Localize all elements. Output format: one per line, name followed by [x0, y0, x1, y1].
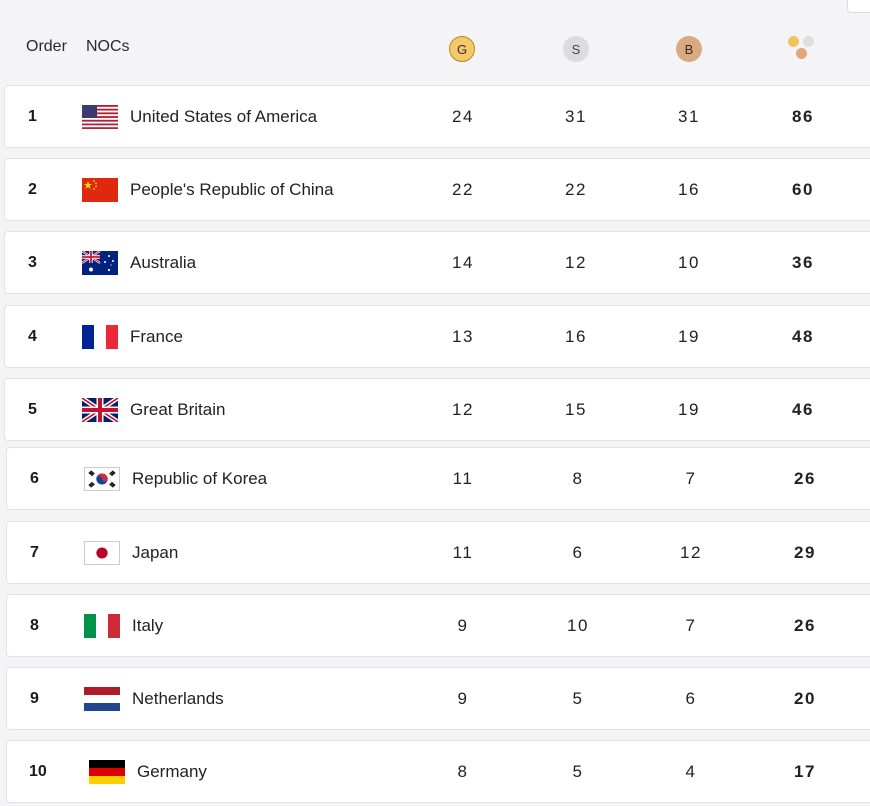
- gold-count: 9: [457, 615, 469, 635]
- table-row[interactable]: 9 Netherlands 9 5 6 20: [6, 667, 870, 730]
- gold-count: 12: [452, 399, 474, 419]
- gold-count: 22: [452, 179, 474, 199]
- silver-count: 31: [565, 106, 587, 126]
- country-name[interactable]: France: [130, 326, 183, 346]
- total-count: 60: [792, 179, 814, 199]
- bronze-count: 19: [678, 326, 700, 346]
- row-order: 10: [29, 762, 47, 780]
- row-order: 2: [28, 180, 37, 198]
- row-order: 9: [30, 689, 39, 707]
- australia-flag-icon: [82, 250, 118, 275]
- japan-flag-icon: [84, 540, 120, 565]
- total-count: 29: [794, 542, 816, 562]
- silver-count: 8: [572, 468, 584, 488]
- order-column-header[interactable]: Order: [26, 38, 67, 55]
- gold-medal-icon[interactable]: G: [449, 36, 475, 62]
- country-name[interactable]: Netherlands: [132, 688, 224, 708]
- bronze-count: 7: [685, 615, 697, 635]
- korea-flag-icon: [84, 466, 120, 491]
- country-name[interactable]: United States of America: [130, 106, 318, 126]
- nocs-column-header[interactable]: NOCs: [86, 38, 130, 55]
- country-name[interactable]: Australia: [130, 252, 197, 272]
- table-row[interactable]: 6 Republic of Korea 11 8 7 26: [6, 447, 870, 510]
- silver-count: 5: [572, 761, 584, 781]
- row-order: 3: [28, 253, 37, 271]
- bronze-count: 10: [678, 252, 700, 272]
- top-right-tab: [847, 0, 870, 13]
- silver-count: 15: [565, 399, 587, 419]
- country-name[interactable]: Italy: [132, 615, 164, 635]
- gold-count: 11: [452, 542, 474, 562]
- table-row[interactable]: 7 Japan 11 6 12 29: [6, 521, 870, 584]
- table-row[interactable]: 1 United States of America 24 31 31 86: [4, 85, 870, 148]
- gold-count: 14: [452, 252, 474, 272]
- china-flag-icon: [82, 177, 118, 202]
- silver-count: 12: [565, 252, 587, 272]
- bronze-count: 12: [680, 542, 702, 562]
- total-count: 36: [792, 252, 814, 272]
- silver-count: 16: [565, 326, 587, 346]
- great-britain-flag-icon: [82, 397, 118, 422]
- gold-count: 8: [457, 761, 469, 781]
- medal-total-icon[interactable]: [788, 36, 818, 62]
- bronze-count: 7: [685, 468, 697, 488]
- total-count: 26: [794, 615, 816, 635]
- country-name[interactable]: Japan: [132, 542, 179, 562]
- silver-count: 5: [572, 688, 584, 708]
- total-count: 86: [792, 106, 814, 126]
- gold-count: 9: [457, 688, 469, 708]
- bronze-count: 31: [678, 106, 700, 126]
- table-row[interactable]: 8 Italy 9 10 7 26: [6, 594, 870, 657]
- france-flag-icon: [82, 324, 118, 349]
- total-count: 48: [792, 326, 814, 346]
- row-order: 5: [28, 400, 37, 418]
- gold-count: 11: [452, 468, 474, 488]
- country-name[interactable]: Germany: [137, 761, 207, 781]
- table-row[interactable]: 4 France 13 16 19 48: [4, 305, 870, 368]
- table-row[interactable]: 10 Germany 8 5 4 17: [6, 740, 870, 803]
- silver-count: 22: [565, 179, 587, 199]
- bronze-count: 16: [678, 179, 700, 199]
- table-header: Order NOCs G S B: [0, 0, 870, 84]
- italy-flag-icon: [84, 613, 120, 638]
- row-order: 1: [28, 107, 37, 125]
- bronze-count: 19: [678, 399, 700, 419]
- total-count: 46: [792, 399, 814, 419]
- silver-count: 10: [567, 615, 589, 635]
- row-order: 7: [30, 543, 39, 561]
- country-name[interactable]: Republic of Korea: [132, 468, 268, 488]
- country-name[interactable]: People's Republic of China: [130, 179, 334, 199]
- silver-medal-icon[interactable]: S: [563, 36, 589, 62]
- total-count: 17: [794, 761, 816, 781]
- bronze-count: 6: [685, 688, 697, 708]
- table-row[interactable]: 5 Great Britain 12 15 19 46: [4, 378, 870, 441]
- row-order: 4: [28, 327, 37, 345]
- total-count: 26: [794, 468, 816, 488]
- bronze-count: 4: [685, 761, 697, 781]
- total-count: 20: [794, 688, 816, 708]
- country-name[interactable]: Great Britain: [130, 399, 226, 419]
- silver-count: 6: [572, 542, 584, 562]
- germany-flag-icon: [89, 759, 125, 784]
- row-order: 8: [30, 616, 39, 634]
- table-row[interactable]: 2 People's Republic of China 22 22 16 60: [4, 158, 870, 221]
- usa-flag-icon: [82, 104, 118, 129]
- netherlands-flag-icon: [84, 686, 120, 711]
- table-row[interactable]: 3 Australia 14 12 10 36: [4, 231, 870, 294]
- gold-count: 24: [452, 106, 474, 126]
- gold-count: 13: [452, 326, 474, 346]
- bronze-medal-icon[interactable]: B: [676, 36, 702, 62]
- row-order: 6: [30, 469, 39, 487]
